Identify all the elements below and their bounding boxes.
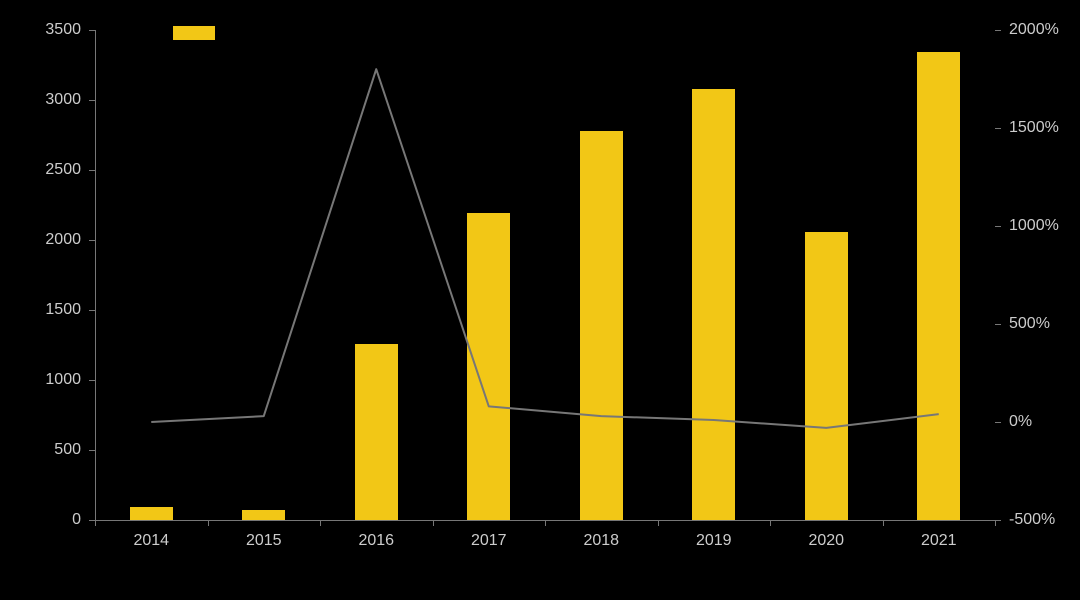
y-left-tick-mark <box>89 170 95 171</box>
x-tick-mark <box>658 520 659 526</box>
x-tick-mark <box>883 520 884 526</box>
y-left-tick-mark <box>89 100 95 101</box>
line-series <box>0 0 1080 600</box>
line-path <box>151 69 939 428</box>
y-right-tick-mark <box>995 128 1001 129</box>
x-tick-mark <box>545 520 546 526</box>
legend-bar-swatch <box>173 26 215 40</box>
x-tick-mark <box>770 520 771 526</box>
x-tick-mark <box>95 520 96 526</box>
x-tick-mark <box>995 520 996 526</box>
y-right-tick-mark <box>995 324 1001 325</box>
y-left-tick-mark <box>89 30 95 31</box>
y-left-tick-mark <box>89 240 95 241</box>
x-tick-mark <box>433 520 434 526</box>
y-right-tick-mark <box>995 422 1001 423</box>
x-tick-mark <box>320 520 321 526</box>
y-right-tick-mark <box>995 226 1001 227</box>
y-left-tick-mark <box>89 310 95 311</box>
x-tick-mark <box>208 520 209 526</box>
y-right-tick-mark <box>995 30 1001 31</box>
y-left-tick-mark <box>89 380 95 381</box>
y-left-tick-mark <box>89 450 95 451</box>
combo-chart: 0 500 1000 1500 2000 2500 3000 3500 -500… <box>0 0 1080 600</box>
